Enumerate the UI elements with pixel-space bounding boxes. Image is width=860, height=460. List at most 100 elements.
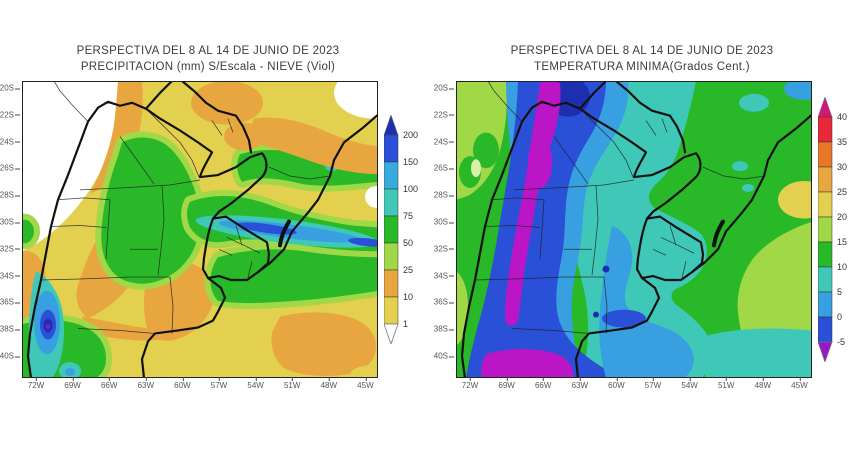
lat-tick-label: 26S (434, 164, 455, 173)
temperature-title-line2: TEMPERATURA MINIMA(Grados Cent.) (534, 60, 750, 73)
colorbar-segment (818, 216, 833, 243)
colorbar-label: 5 (837, 287, 842, 297)
lon-tick-label: 69W (498, 377, 515, 391)
colorbar-label: 50 (403, 238, 413, 248)
lat-tick-label: 20S (0, 84, 21, 93)
lat-tick-label: 34S (0, 271, 21, 280)
colorbar-segment (384, 134, 399, 163)
colorbar-label: 100 (403, 184, 418, 194)
colorbar-segment (818, 141, 833, 168)
colorbar-arrow-down (818, 341, 833, 363)
colorbar-label: 35 (837, 137, 847, 147)
lat-tick-label: 40S (434, 352, 455, 361)
colorbar-segment (384, 269, 399, 298)
colorbar-label: 10 (837, 262, 847, 272)
lon-tick-label: 69W (64, 377, 81, 391)
colorbar-segment (818, 116, 833, 143)
precipitation-lon-axis: 72W 69W 66W 63W 60W 57W 54W 51W 48W 45W (22, 377, 378, 394)
lat-tick-label: 32S (434, 244, 455, 253)
colorbar-arrow-up (384, 115, 399, 136)
colorbar-label: 20 (837, 212, 847, 222)
colorbar-arrow-down (384, 323, 399, 345)
colorbar-label: 25 (403, 265, 413, 275)
precipitation-title-line1: PERSPECTIVA DEL 8 AL 14 DE JUNIO DE 2023 (76, 45, 340, 57)
colorbar-segment (818, 241, 833, 268)
precipitation-map (22, 81, 378, 379)
colorbar-arrow-up (818, 97, 833, 118)
precipitation-title-line2: PRECIPITACION (mm) S/Escala - NIEVE (Vio… (80, 60, 336, 73)
temperature-lon-axis: 72W 69W 66W 63W 60W 57W 54W 51W 48W 45W (456, 377, 812, 394)
lon-tick-label: 66W (534, 377, 552, 391)
lat-tick-label: 34S (434, 271, 455, 280)
lon-tick-label: 72W (461, 377, 479, 391)
lon-tick-label: 60W (608, 377, 625, 391)
temperature-map (456, 81, 812, 379)
colorbar: 40 35 30 25 20 15 10 5 0 -5 (818, 97, 847, 363)
lon-tick-label: 54W (247, 377, 264, 391)
map-frame (456, 81, 812, 379)
temperature-fields (456, 81, 812, 379)
lon-tick-label: 63W (571, 377, 589, 391)
temperature-title-line1: PERSPECTIVA DEL 8 AL 14 DE JUNIO DE 2023 (510, 45, 774, 57)
lat-tick-label: 28S (434, 191, 455, 200)
lon-tick-label: 54W (681, 377, 698, 391)
lon-tick-label: 57W (644, 377, 662, 391)
lon-tick-label: 51W (283, 377, 301, 391)
colorbar: 200 150 100 75 50 25 10 1 (384, 115, 418, 345)
lat-tick-label: 20S (434, 84, 455, 93)
colorbar-label: 15 (837, 237, 847, 247)
lat-tick-label: 24S (0, 137, 21, 146)
lon-tick-label: 48W (320, 377, 338, 391)
colorbar-segment (384, 242, 399, 271)
colorbar-label: -5 (837, 337, 845, 347)
colorbar-segment (384, 188, 399, 217)
colorbar-label: 200 (403, 130, 418, 140)
lat-tick-label: 22S (434, 110, 455, 119)
colorbar-segment (384, 296, 399, 325)
lon-tick-label: 60W (174, 377, 191, 391)
lat-tick-label: 40S (0, 352, 21, 361)
lon-tick-label: 57W (210, 377, 228, 391)
temperature-colorbar: 40 35 30 25 20 15 10 5 0 -5 (812, 97, 860, 363)
precipitation-fields (22, 81, 378, 379)
precipitation-lat-axis: 20S 22S 24S 26S 28S 30S 32S 34S 36S 38S 40S (0, 81, 22, 378)
colorbar-label: 40 (837, 112, 847, 122)
colorbar-label: 0 (837, 312, 842, 322)
lat-tick-label: 36S (434, 298, 455, 307)
colorbar-label: 10 (403, 292, 413, 302)
colorbar-label: 25 (837, 187, 847, 197)
precipitation-colorbar: 200 150 100 75 50 25 10 1 (378, 115, 431, 345)
lat-tick-label: 24S (434, 137, 455, 146)
colorbar-label: 1 (403, 319, 408, 329)
lon-tick-label: 45W (357, 377, 374, 391)
lat-tick-label: 38S (434, 325, 455, 334)
lon-tick-label: 45W (791, 377, 808, 391)
lon-tick-label: 72W (27, 377, 45, 391)
colorbar-segment (818, 266, 833, 293)
lat-tick-label: 36S (0, 298, 21, 307)
temperature-panel: PERSPECTIVA DEL 8 AL 14 DE JUNIO DE 2023… (434, 0, 859, 460)
map-frame (22, 81, 378, 379)
colorbar-segment (384, 161, 399, 190)
colorbar-segment (818, 191, 833, 218)
colorbar-label: 150 (403, 157, 418, 167)
lat-tick-label: 22S (0, 110, 21, 119)
lat-tick-label: 30S (0, 218, 21, 227)
colorbar-segment (384, 215, 399, 244)
colorbar-segment (818, 166, 833, 193)
lat-tick-label: 38S (0, 325, 21, 334)
lat-tick-label: 32S (0, 244, 21, 253)
precipitation-title: PERSPECTIVA DEL 8 AL 14 DE JUNIO DE 2023… (22, 44, 394, 75)
temperature-title: PERSPECTIVA DEL 8 AL 14 DE JUNIO DE 2023… (456, 44, 828, 75)
colorbar-label: 30 (837, 162, 847, 172)
colorbar-label: 75 (403, 211, 413, 221)
lon-tick-label: 48W (754, 377, 772, 391)
lat-tick-label: 28S (0, 191, 21, 200)
lon-tick-label: 66W (100, 377, 118, 391)
lon-tick-label: 51W (717, 377, 735, 391)
lon-tick-label: 63W (137, 377, 155, 391)
precipitation-panel: PERSPECTIVA DEL 8 AL 14 DE JUNIO DE 2023… (0, 0, 425, 460)
lat-tick-label: 26S (0, 164, 21, 173)
lat-tick-label: 30S (434, 218, 455, 227)
